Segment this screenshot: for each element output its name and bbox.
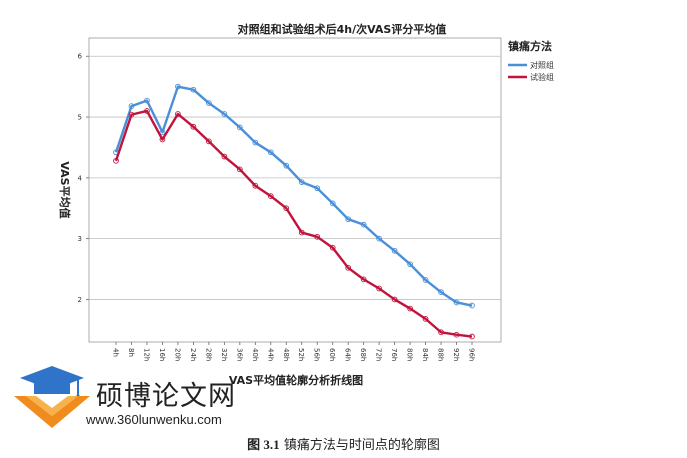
series-point-1	[298, 229, 305, 236]
series-point-0	[469, 302, 475, 309]
series-point-1	[206, 138, 212, 145]
series-point-0	[206, 100, 212, 106]
x-tick-label: 52h	[297, 348, 305, 361]
x-tick-label: 32h	[220, 348, 228, 361]
x-tick-label: 4h	[112, 348, 120, 357]
series-point-1	[438, 329, 444, 336]
series-point-1	[267, 193, 274, 199]
series-point-0	[422, 277, 429, 283]
series-point-1	[252, 182, 259, 189]
series-point-0	[453, 299, 460, 306]
series-point-1	[391, 296, 398, 303]
series-point-1	[469, 333, 475, 340]
legend-entry-0: 对照组	[530, 60, 554, 70]
y-tick-label: 6	[78, 53, 83, 61]
caption-label: 图 3.1	[247, 437, 280, 452]
y-tick-label: 4	[78, 174, 83, 182]
x-tick-label: 48h	[282, 348, 290, 361]
series-point-1	[360, 276, 367, 283]
x-tick-label: 68h	[359, 348, 367, 361]
series-point-1	[329, 244, 336, 251]
series-line-0	[114, 85, 473, 307]
series-point-0	[236, 124, 243, 131]
series-point-1	[283, 205, 290, 212]
graduation-cap-logo-icon	[14, 366, 90, 428]
watermark: 硕博论文网 www.360lunwenku.com	[12, 364, 262, 434]
legend-title: 镇痛方法	[508, 39, 552, 53]
series-point-0	[252, 139, 259, 146]
x-tick-label: 88h	[437, 348, 445, 361]
series-point-0	[283, 162, 290, 169]
x-tick-label: 8h	[127, 348, 135, 357]
series-point-0	[298, 179, 305, 185]
watermark-name: 硕博论文网	[96, 381, 236, 412]
x-tick-label: 12h	[142, 348, 150, 361]
x-tick-label: 16h	[158, 348, 166, 361]
y-tick-label: 3	[78, 235, 82, 243]
y-axis-label: VAS平均值	[58, 161, 72, 218]
caption-text: 镇痛方法与时间点的轮廓图	[283, 438, 440, 453]
series-point-0	[360, 221, 367, 228]
series-point-0	[175, 83, 181, 90]
figure-caption: 图 3.1 镇痛方法与时间点的轮廓图	[0, 434, 687, 453]
series-point-1	[113, 157, 119, 164]
y-tick-label: 5	[78, 114, 82, 122]
series-point-0	[144, 97, 150, 104]
x-tick-label: 84h	[421, 348, 429, 361]
series-point-1	[144, 108, 150, 114]
watermark-url: www.360lunwenku.com	[86, 412, 222, 427]
chart-title: 对照组和试验组术后4h/次VAS评分平均值	[238, 22, 447, 36]
series-point-0	[190, 86, 197, 93]
series-point-1	[422, 316, 429, 322]
x-tick-label: 40h	[251, 348, 259, 361]
x-tick-label: 20h	[173, 348, 181, 361]
series-point-1	[314, 233, 321, 240]
series-point-0	[376, 235, 382, 242]
series-point-0	[314, 185, 321, 192]
x-tick-label: 36h	[235, 348, 243, 361]
x-tick-label: 44h	[266, 348, 274, 361]
x-tick-label: 80h	[406, 348, 414, 361]
legend-entry-1: 试验组	[530, 72, 554, 82]
series-point-0	[438, 289, 444, 295]
series-point-1	[407, 305, 413, 312]
x-axis-label: VAS平均值轮廓分析折线图	[229, 373, 363, 387]
x-tick-label: 64h	[344, 348, 352, 361]
series-point-0	[221, 111, 228, 117]
series-point-1	[453, 331, 460, 338]
series-point-0	[391, 247, 398, 254]
series-point-1	[190, 123, 197, 130]
series-point-0	[267, 149, 274, 156]
series-point-0	[128, 103, 135, 109]
series-point-1	[236, 166, 243, 173]
x-tick-label: 96h	[468, 348, 476, 361]
series-line-1	[114, 109, 473, 338]
plot-frame	[88, 37, 502, 343]
series-point-1	[128, 111, 135, 118]
series-point-1	[345, 264, 352, 271]
y-tick-label: 2	[78, 296, 82, 304]
series-point-0	[345, 216, 352, 223]
series-point-1	[159, 136, 166, 143]
series-point-1	[376, 285, 382, 292]
series-point-1	[221, 153, 228, 160]
series-point-0	[407, 261, 413, 268]
series-point-1	[175, 111, 181, 117]
series-point-0	[159, 129, 166, 136]
x-tick-label: 28h	[204, 348, 212, 361]
x-tick-label: 56h	[313, 348, 321, 361]
series-point-0	[329, 200, 336, 207]
x-tick-label: 72h	[375, 348, 383, 361]
x-tick-label: 92h	[452, 348, 460, 361]
x-tick-label: 60h	[328, 348, 336, 361]
x-tick-label: 76h	[390, 348, 398, 361]
x-tick-label: 24h	[189, 348, 197, 361]
